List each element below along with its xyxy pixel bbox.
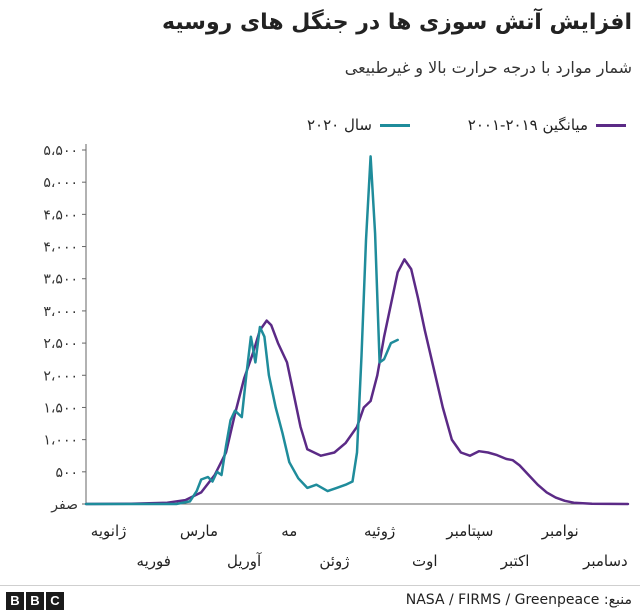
x-tick-label-1: فوریه (137, 552, 171, 570)
y-tick-label-5: ۲،۵۰۰ (43, 336, 78, 352)
y-tick-label-6: ۳،۰۰۰ (43, 304, 78, 320)
bbc-logo-letter-1: B (6, 592, 24, 610)
legend-label-average: میانگین ۲۰۱۹-۲۰۰۱ (467, 116, 588, 134)
line-chart: صفر ۵۰۰ ۱،۰۰۰ ۱،۵۰۰ ۲،۰۰۰ ۲،۵۰۰ ۳،۰۰۰ ۳،۵۰۰ ۴،۰۰… (43, 143, 630, 570)
y-tick-label-7: ۳،۵۰۰ (43, 272, 78, 288)
y-tick-label-3: ۱،۵۰۰ (43, 400, 78, 416)
bbc-logo-letter-3: C (46, 592, 64, 610)
x-tick-label-0: ژانویه (91, 522, 127, 540)
legend-item-2020: سال ۲۰۲۰ (307, 116, 410, 134)
y-tick-label-2: ۱،۰۰۰ (43, 433, 78, 449)
y-tick-label-11: ۵،۵۰۰ (43, 143, 78, 159)
y-tick-label-8: ۴،۰۰۰ (43, 240, 78, 256)
legend-label-2020: سال ۲۰۲۰ (306, 116, 372, 134)
x-tick-label-3: آوریل (227, 552, 262, 570)
x-tick-label-8: سپتامبر (445, 522, 493, 541)
x-tick-label-6: ژوئیه (364, 522, 395, 540)
chart-subtitle: شمار موارد با درجه حرارت بالا و غیرطبیعی (344, 58, 632, 77)
x-tick-label-9: اکتبر (500, 552, 530, 570)
bbc-logo: B B C (6, 592, 64, 610)
x-tick-label-5: ژوئن (319, 552, 349, 570)
y-tick-label-10: ۵،۰۰۰ (43, 175, 78, 191)
x-tick-label-7: اوت (412, 552, 438, 570)
x-tick-label-10: نوامبر (541, 522, 579, 540)
legend-swatch-average (596, 123, 626, 127)
y-tick-label-4: ۲،۰۰۰ (43, 368, 78, 384)
x-tick-label-4: مه (281, 522, 297, 540)
legend-item-average: میانگین ۲۰۱۹-۲۰۰۱ (468, 116, 626, 134)
chart-title: افزایش آتش سوزی ها در جنگل های روسیه (161, 10, 632, 35)
series-line-average (84, 258, 630, 506)
legend: میانگین ۲۰۱۹-۲۰۰۱ سال ۲۰۲۰ (0, 116, 640, 140)
bbc-logo-letter-2: B (26, 592, 44, 610)
source-credit: منبع: NASA / FIRMS / Greenpeace (405, 592, 632, 608)
x-tick-label-11: دسامبر (582, 552, 628, 570)
y-tick-label-1: ۵۰۰ (55, 465, 78, 481)
y-tick-label-9: ۴،۵۰۰ (43, 207, 78, 223)
footer-divider (0, 585, 640, 586)
x-tick-label-2: مارس (180, 522, 218, 540)
series-line-2020 (84, 155, 399, 506)
legend-swatch-2020 (380, 123, 410, 127)
y-tick-label-0: صفر (50, 497, 78, 513)
